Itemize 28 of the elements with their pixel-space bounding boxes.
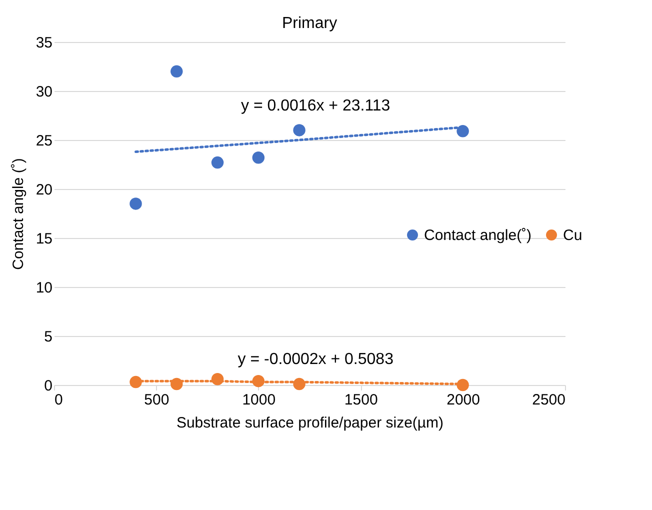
y-tick-label: 10: [36, 280, 52, 296]
x-tick-label: 2500: [532, 392, 566, 408]
annotation: y = 0.0016x + 23.113: [241, 97, 390, 114]
y-tick-label: 25: [36, 132, 52, 150]
annotation: y = -0.0002x + 0.5083: [238, 351, 394, 368]
y-tick-label: 20: [36, 182, 52, 198]
point: [252, 152, 265, 164]
point: [130, 198, 142, 210]
x-tick-label: 0: [54, 392, 63, 408]
y-tick-label: 5: [44, 328, 52, 346]
point: [456, 378, 469, 392]
legend-label: Contact angle(˚): [424, 226, 532, 244]
x-tick-label: 1500: [344, 392, 378, 408]
x-tick-label: 1000: [242, 392, 276, 408]
y-tick-label: 15: [36, 230, 52, 248]
point: [456, 125, 469, 138]
x-tick-label: 2000: [446, 392, 480, 408]
x-tick-label: 500: [144, 392, 170, 408]
y-tick-label: 30: [36, 84, 52, 100]
point: [293, 124, 306, 136]
legend-label: Cu: [563, 226, 582, 244]
y-axis-title: Contact angle (˚): [10, 158, 27, 270]
x-axis-title: Substrate surface profile/paper size(µm): [176, 414, 444, 432]
point: [211, 156, 224, 169]
chart-title: Primary: [282, 15, 338, 32]
y-tick-label: 0: [44, 378, 52, 394]
y-tick-label: 35: [36, 34, 52, 52]
point: [170, 65, 183, 78]
